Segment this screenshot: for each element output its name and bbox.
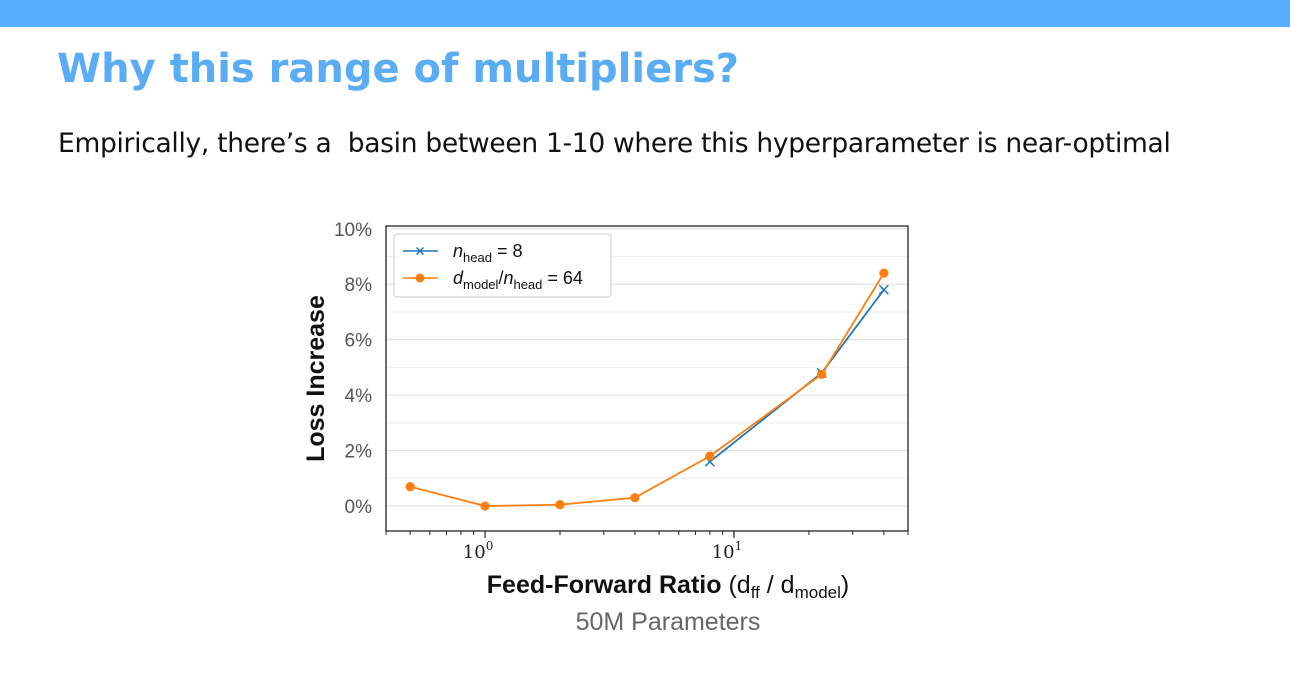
legend-box [393, 233, 612, 298]
x-axis-label-mid: / d [760, 571, 795, 599]
grid-layer [386, 228, 908, 507]
legend: nhead = 8 dmodel/nhead = 64 [393, 233, 612, 298]
series-line-1 [409, 272, 885, 507]
x-tick-label: 101 [712, 539, 743, 563]
data-point-dot [405, 482, 415, 492]
data-point-dot [480, 501, 490, 511]
slide-subtitle: Empirically, there’s a basin between 1-1… [58, 128, 1171, 159]
legend-entry-n-head: nhead = 8 [453, 241, 522, 265]
data-point-dot [555, 500, 565, 510]
data-point-x [878, 284, 889, 295]
x-axis-label-ff-sub: ff [751, 583, 760, 602]
top-accent-bar [0, 0, 1290, 27]
chart-caption: 50M Parameters [576, 608, 761, 636]
data-point-dot [879, 268, 889, 278]
legend-marker-dot [415, 273, 425, 283]
y-tick-label: 8% [345, 275, 373, 296]
slide-title: Why this range of multipliers? [57, 46, 739, 92]
series-layer [405, 268, 889, 511]
x-axis-label-model-sub: model [795, 583, 841, 602]
data-point-dot [630, 493, 640, 503]
data-point-dot [817, 369, 827, 379]
y-tick-label: 0% [345, 497, 373, 518]
x-axis-label-bold: Feed-Forward Ratio [487, 571, 722, 599]
y-tick-label: 6% [345, 331, 373, 352]
plot-frame [385, 225, 909, 532]
y-tick-label: 4% [345, 386, 373, 407]
y-axis-label: Loss Increase [302, 295, 330, 462]
y-tick-label: 10% [334, 220, 372, 241]
legend-marker-x [415, 246, 425, 256]
legend-entry-d-model-ratio: dmodel/nhead = 64 [453, 268, 583, 292]
x-axis-label: Feed-Forward Ratio (dff / dmodel) [487, 571, 849, 602]
x-axis-label-open: (d [722, 571, 751, 599]
y-tick-label: 2% [345, 442, 373, 463]
tick-layer: 0% 2% 4% 6% 8% 10% 100 101 [334, 220, 909, 563]
data-point-dot [705, 451, 715, 461]
x-tick-label: 100 [463, 539, 494, 563]
x-axis-label-close: ) [841, 571, 849, 599]
